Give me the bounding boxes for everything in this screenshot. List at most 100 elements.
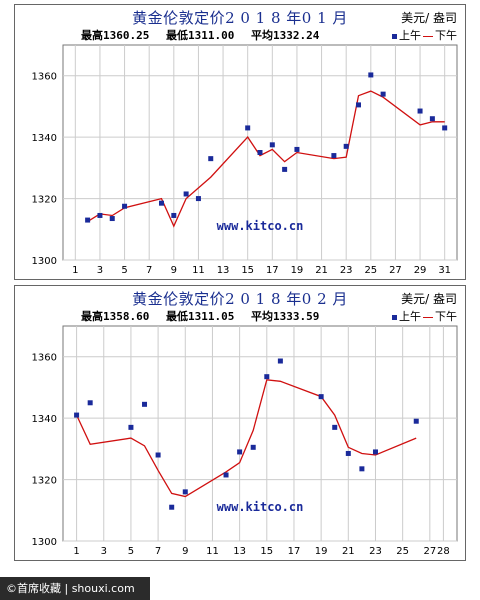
legend: 上午 下午 bbox=[392, 308, 457, 324]
watermark: www.kitco.cn bbox=[217, 500, 304, 514]
legend-pm-label: 下午 bbox=[435, 29, 457, 42]
pm-series-line bbox=[87, 90, 445, 228]
chart-panel-feb: 黄金伦敦定价2 0 1 8 年0 2 月 美元/ 盎司 最高1358.60 最低… bbox=[14, 285, 466, 561]
legend-am-marker bbox=[392, 33, 397, 39]
x-tick-label: 1 bbox=[72, 265, 78, 276]
y-tick-label: 1340 bbox=[32, 133, 57, 144]
am-point bbox=[171, 212, 177, 218]
stat-low: 最低1311.00 bbox=[165, 29, 235, 42]
x-tick-label: 9 bbox=[171, 265, 177, 276]
x-tick-label: 3 bbox=[101, 546, 107, 557]
am-point bbox=[109, 216, 115, 222]
x-tick-label: 13 bbox=[217, 265, 230, 276]
stat-avg: 平均1332.24 bbox=[250, 29, 320, 42]
x-tick-label: 19 bbox=[291, 265, 304, 276]
am-point bbox=[97, 212, 103, 218]
x-tick-label: 17 bbox=[266, 265, 279, 276]
unit-label: 美元/ 盎司 bbox=[401, 292, 457, 306]
am-point bbox=[122, 203, 128, 209]
legend-pm-marker bbox=[423, 35, 433, 37]
am-point bbox=[250, 444, 256, 450]
am-point bbox=[343, 143, 349, 149]
am-point bbox=[356, 102, 361, 108]
chart-title: 黄金伦敦定价2 0 1 8 年0 2 月 bbox=[132, 290, 348, 308]
stats-row: 最高1358.60 最低1311.05 平均1333.59 bbox=[81, 308, 329, 324]
am-point bbox=[269, 142, 275, 148]
legend: 上午 下午 bbox=[392, 27, 457, 43]
am-point bbox=[85, 217, 91, 223]
y-tick-label: 1300 bbox=[32, 256, 57, 267]
x-tick-label: 23 bbox=[340, 265, 353, 276]
x-tick-label: 15 bbox=[260, 546, 273, 557]
legend-pm-marker bbox=[423, 316, 433, 318]
am-point bbox=[169, 504, 175, 510]
legend-am-marker bbox=[392, 314, 397, 320]
am-point bbox=[345, 450, 351, 456]
chart-svg-feb: 1 3 5 7 9 11 13 15 17 19 21 23 25 27 28130013201340136… bbox=[32, 325, 458, 557]
x-tick-label: 25 bbox=[364, 265, 377, 276]
y-tick-label: 1360 bbox=[32, 72, 57, 83]
x-tick-label: 1 bbox=[73, 546, 79, 557]
am-point bbox=[182, 489, 188, 495]
am-point bbox=[359, 466, 365, 472]
am-point bbox=[195, 196, 201, 202]
x-tick-label: 21 bbox=[315, 265, 328, 276]
am-point bbox=[183, 191, 189, 197]
x-tick-label: 21 bbox=[342, 546, 355, 557]
legend-am-label: 上午 bbox=[399, 29, 421, 42]
am-point bbox=[413, 418, 419, 424]
am-point bbox=[257, 150, 263, 155]
am-point bbox=[331, 153, 337, 159]
am-point bbox=[155, 452, 161, 458]
x-tick-label: 31 bbox=[438, 265, 451, 276]
x-tick-label: 9 bbox=[182, 546, 188, 557]
x-tick-label: 17 bbox=[288, 546, 301, 557]
am-point bbox=[87, 400, 93, 406]
x-tick-label: 15 bbox=[241, 265, 254, 276]
y-tick-label: 1300 bbox=[32, 537, 57, 548]
am-point bbox=[74, 412, 80, 418]
am-point bbox=[442, 125, 448, 131]
am-point bbox=[264, 374, 270, 380]
stat-avg: 平均1333.59 bbox=[250, 310, 320, 323]
x-tick-label: 25 bbox=[396, 546, 409, 557]
am-point bbox=[429, 116, 435, 122]
am-point bbox=[294, 146, 300, 152]
x-tick-label: 7 bbox=[155, 546, 161, 557]
y-tick-label: 1320 bbox=[32, 195, 57, 206]
x-tick-label: 11 bbox=[192, 265, 205, 276]
chart-svg-jan: 1 3 5 7 9 11 13 15 17 19 21 23 25 27 29 311300132013401… bbox=[32, 44, 458, 276]
am-point bbox=[159, 200, 164, 206]
plot-area bbox=[62, 325, 458, 542]
unit-label: 美元/ 盎司 bbox=[401, 11, 457, 25]
x-tick-label: 19 bbox=[315, 546, 328, 557]
am-point bbox=[245, 125, 251, 131]
am-point bbox=[332, 424, 338, 430]
am-point bbox=[417, 108, 423, 114]
chart-panel-jan: 黄金伦敦定价2 0 1 8 年0 1 月 美元/ 盎司 最高1360.25 最低… bbox=[14, 4, 466, 280]
x-tick-label: 11 bbox=[206, 546, 219, 557]
am-point bbox=[208, 156, 214, 162]
stats-row: 最高1360.25 最低1311.00 平均1332.24 bbox=[81, 27, 329, 43]
legend-pm-label: 下午 bbox=[435, 310, 457, 323]
x-tick-label: 5 bbox=[121, 265, 127, 276]
am-point bbox=[282, 166, 288, 172]
am-point bbox=[223, 472, 229, 478]
y-tick-label: 1340 bbox=[32, 414, 57, 425]
stat-high: 最高1358.60 bbox=[81, 310, 150, 323]
x-tick-label: 23 bbox=[369, 546, 382, 557]
x-tick-label: 29 bbox=[414, 265, 427, 276]
am-point bbox=[277, 358, 283, 364]
am-point bbox=[128, 424, 134, 430]
chart-title: 黄金伦敦定价2 0 1 8 年0 1 月 bbox=[132, 9, 348, 27]
watermark: www.kitco.cn bbox=[217, 219, 304, 233]
x-tick-label: 7 bbox=[146, 265, 152, 276]
am-point bbox=[368, 72, 374, 78]
am-point bbox=[372, 449, 378, 455]
x-tick-label: 27 bbox=[389, 265, 402, 276]
stat-high: 最高1360.25 bbox=[81, 29, 150, 42]
am-point bbox=[380, 91, 386, 97]
legend-am-label: 上午 bbox=[399, 310, 421, 323]
stat-low: 最低1311.05 bbox=[165, 310, 235, 323]
x-tick-label: 5 bbox=[128, 546, 134, 557]
